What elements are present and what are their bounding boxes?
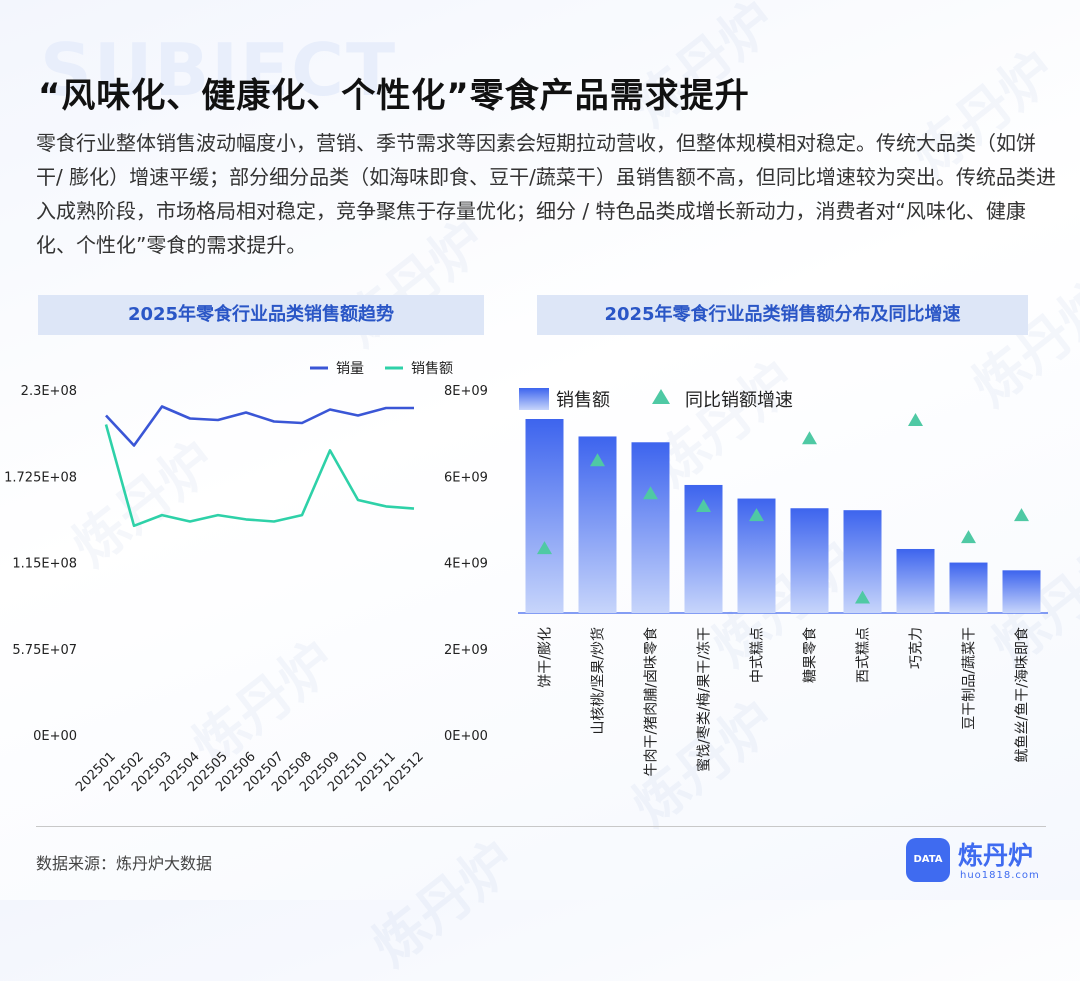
- line-chart-plot: 0E+00 5.75E+07 1.15E+08 1.725E+08 2.3E+08 0E+…: [4, 361, 488, 795]
- line-chart-title: 2025年零食行业品类销售额趋势: [38, 295, 484, 335]
- growth-marker: [961, 530, 976, 544]
- page-title: “风味化、健康化、个性化”零食产品需求提升: [38, 76, 750, 116]
- bar: [896, 548, 935, 613]
- bar: [790, 508, 829, 613]
- right-axis-tick-label: 6E+09: [444, 470, 488, 485]
- logo-url: huo1818.com: [960, 870, 1040, 881]
- right-axis-tick-label: 0E+00: [444, 729, 488, 744]
- legend-label: 销量: [336, 361, 364, 377]
- growth-marker: [590, 453, 605, 467]
- bar: [949, 562, 988, 613]
- bar: [1002, 570, 1041, 613]
- category-label: 蜜饯/枣类/梅/果干/冻干: [696, 627, 713, 772]
- growth-marker: [802, 431, 817, 445]
- line-chart: 0E+00 5.75E+07 1.15E+08 1.725E+08 2.3E+08 0E+…: [4, 361, 488, 795]
- legend-swatch-growth: [652, 389, 670, 404]
- left-axis-tick-label: 1.15E+08: [12, 557, 77, 572]
- category-label: 鱿鱼丝/鱼干/海味即食: [1014, 627, 1031, 762]
- legend-label: 销售额: [411, 361, 453, 377]
- category-label: 中式糕点: [750, 627, 766, 683]
- left-axis-tick-label: 5.75E+07: [12, 643, 77, 658]
- series-line-volume: [105, 405, 414, 447]
- category-label: 糖果零食: [802, 627, 819, 683]
- data-source: 数据来源：炼丹炉大数据: [36, 854, 213, 873]
- legend-label: 同比销额增速: [685, 390, 793, 411]
- logo-name: 炼丹炉: [958, 841, 1034, 870]
- left-axis-tick-label: 0E+00: [33, 729, 77, 744]
- growth-marker: [749, 508, 764, 522]
- series-line-sales: [104, 424, 415, 528]
- growth-marker: [1014, 508, 1029, 522]
- bar: [525, 419, 564, 613]
- legend-swatch-sales: [519, 388, 549, 410]
- category-label: 饼干/膨化: [537, 627, 554, 688]
- page-description: 零食行业整体销售波动幅度小，营销、季节需求等因素会短期拉动营收，但整体规模相对稳…: [36, 131, 1056, 257]
- category-label: 牛肉干/猪肉脯/卤味零食: [643, 627, 660, 776]
- category-label: 西式糕点: [856, 627, 872, 683]
- background-title-word: SUBJECT: [40, 28, 398, 112]
- legend-label: 销售额: [556, 390, 610, 411]
- category-label: 巧克力: [909, 627, 925, 669]
- category-label: 豆干制品/蔬菜干: [962, 627, 978, 730]
- left-axis-tick-label: 2.3E+08: [21, 384, 77, 399]
- growth-marker: [537, 541, 552, 555]
- category-label: 山核桃/坚果/炒货: [590, 627, 607, 734]
- footer-divider: [36, 826, 1046, 827]
- logo-icon: DATA: [906, 838, 950, 882]
- left-axis-tick-label: 1.725E+08: [4, 470, 77, 485]
- growth-marker: [855, 590, 870, 604]
- bar-chart-title: 2025年零食行业品类销售额分布及同比增速: [537, 295, 1028, 335]
- growth-marker: [696, 499, 711, 513]
- bar: [631, 442, 670, 613]
- right-axis-tick-label: 4E+09: [444, 557, 488, 572]
- growth-marker: [908, 413, 923, 426]
- right-axis-tick-label: 8E+09: [444, 384, 488, 399]
- growth-marker: [643, 486, 658, 500]
- right-axis-tick-label: 2E+09: [444, 643, 488, 658]
